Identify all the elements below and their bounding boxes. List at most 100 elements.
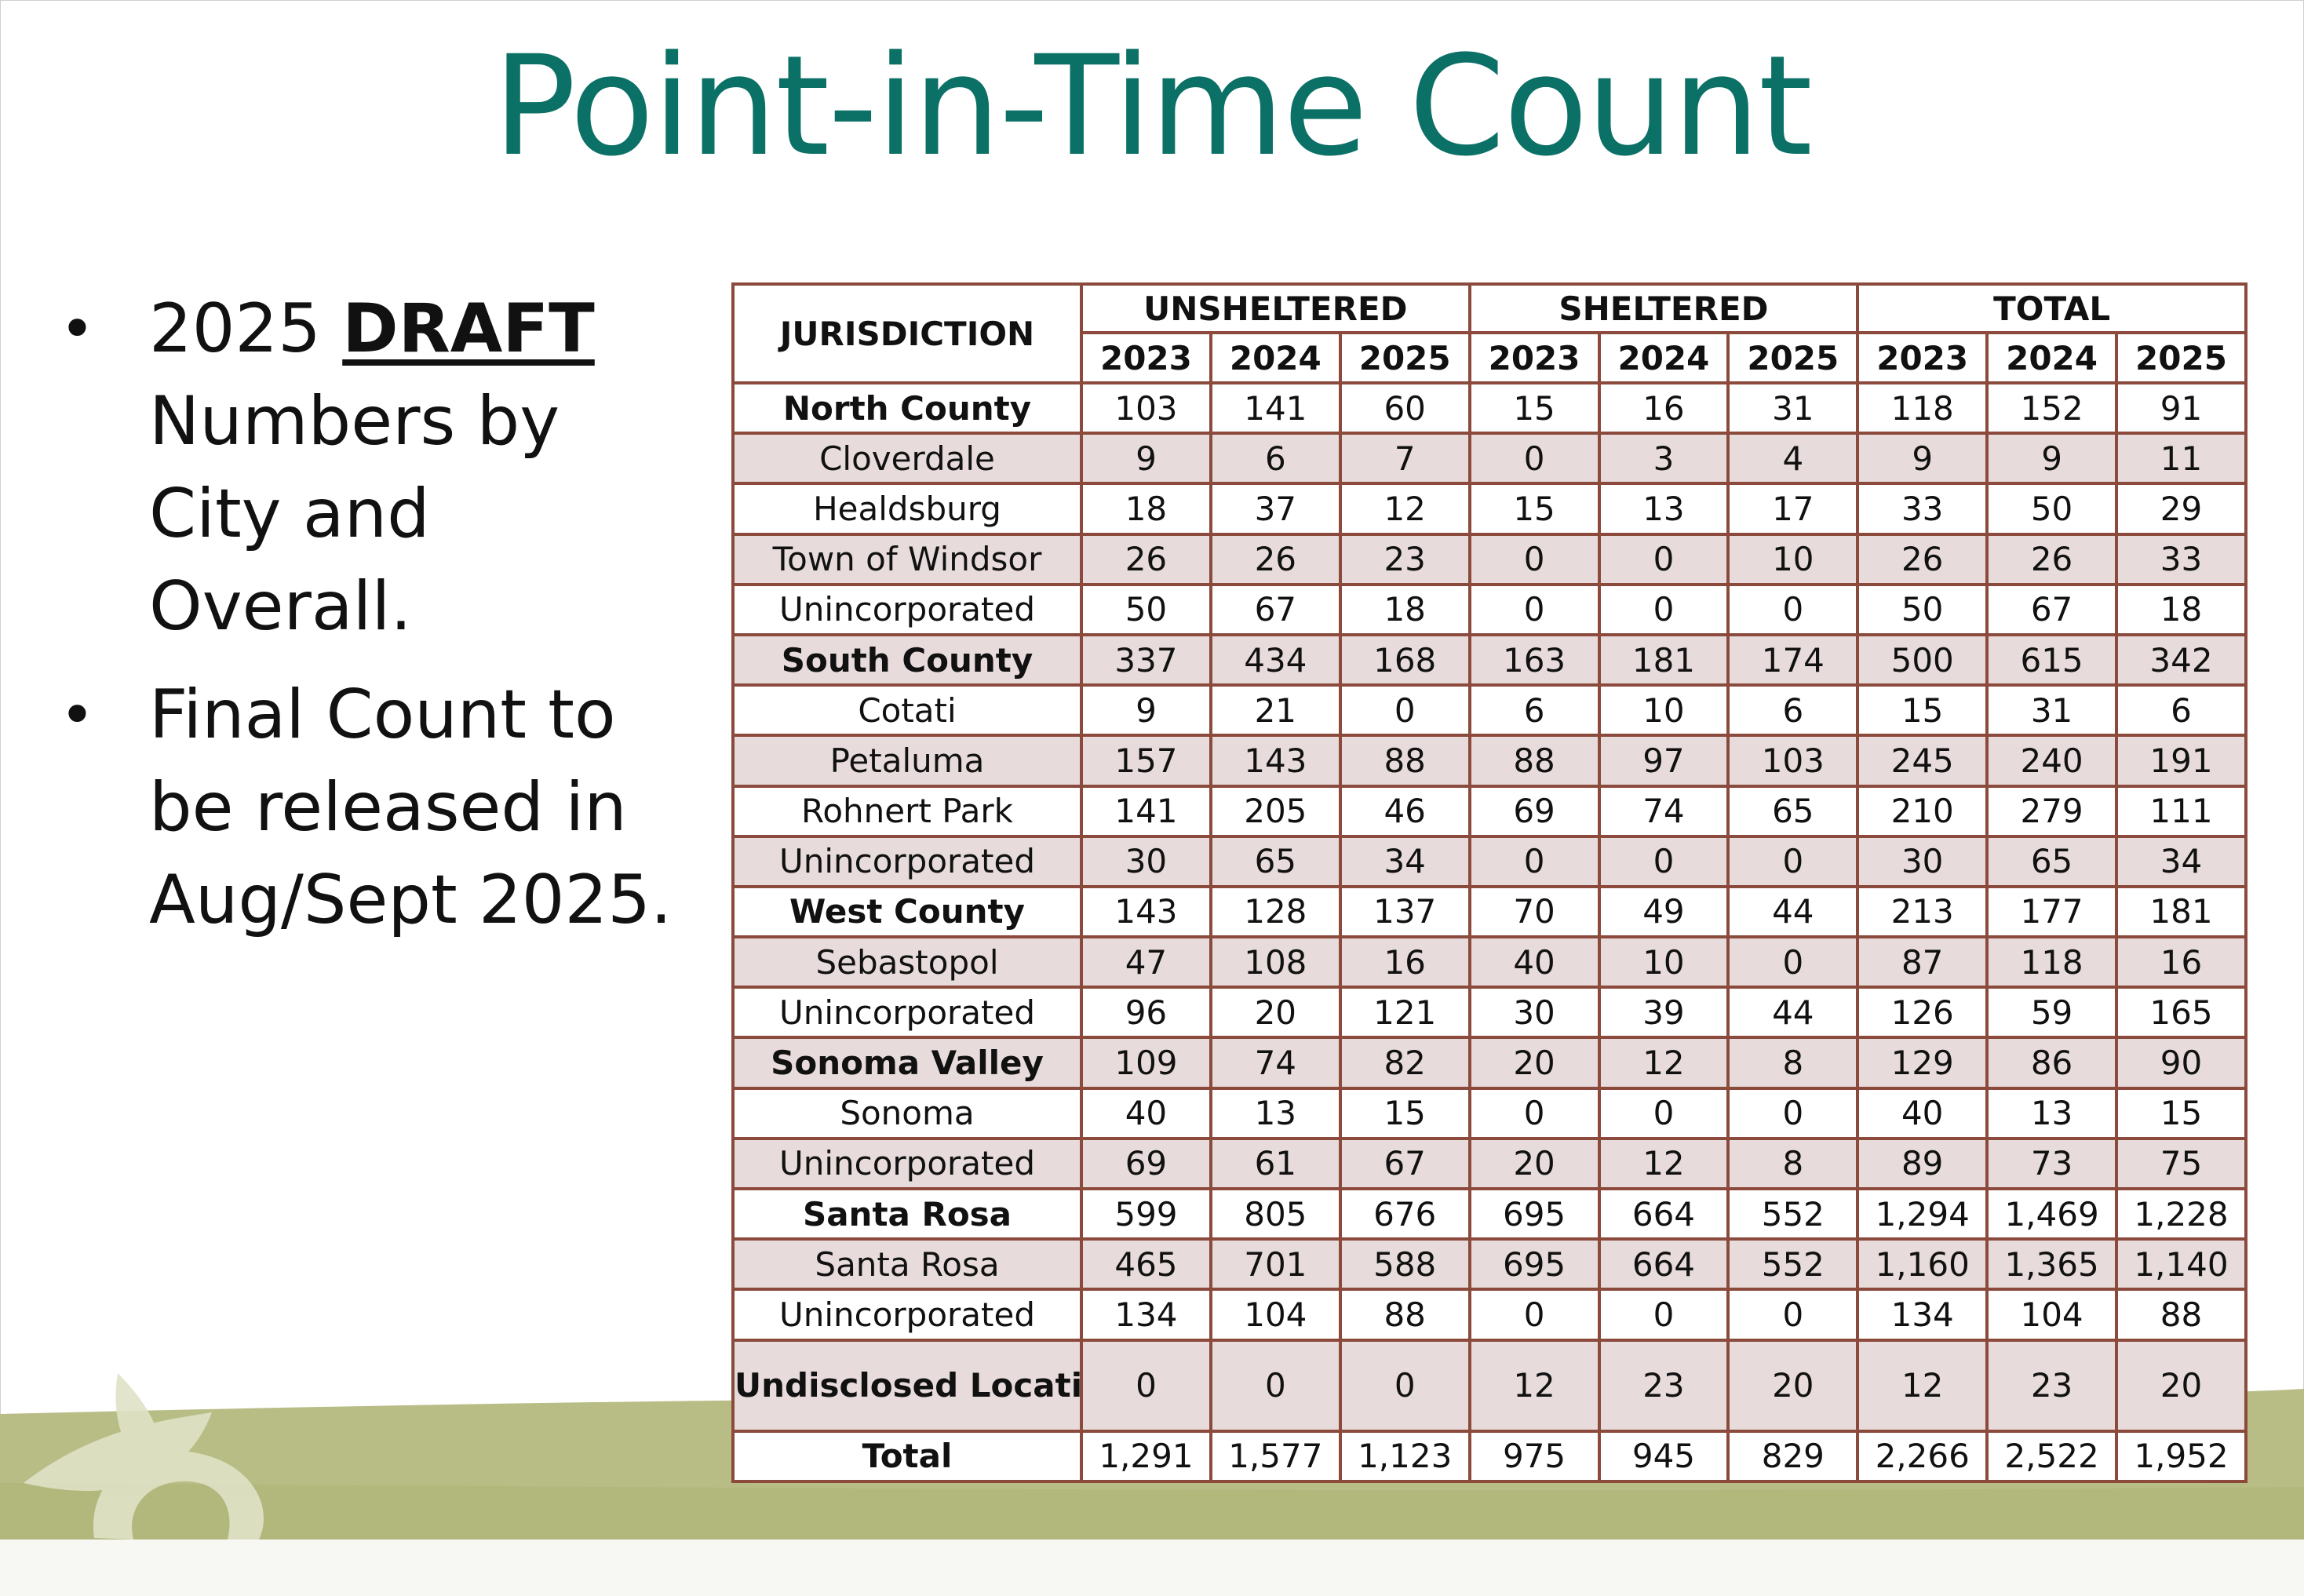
- jurisdiction-name: Unincorporated: [731, 582, 1083, 636]
- count-cell: 143: [1209, 734, 1342, 788]
- count-cell: 31: [1726, 381, 1860, 435]
- count-cell: 50: [1856, 582, 1989, 636]
- count-cell: 20: [1726, 1338, 1860, 1433]
- count-cell: 69: [1467, 784, 1601, 838]
- count-cell: 163: [1467, 632, 1601, 687]
- count-cell: 500: [1856, 632, 1989, 687]
- count-cell: 10: [1597, 935, 1730, 989]
- jurisdiction-name: Unincorporated: [731, 1288, 1083, 1342]
- count-cell: 9: [1985, 432, 2118, 486]
- count-cell: 30: [1856, 834, 1989, 888]
- count-cell: 805: [1209, 1186, 1342, 1241]
- count-cell: 33: [2115, 532, 2247, 586]
- count-cell: 40: [1856, 1086, 1989, 1140]
- count-cell: 0: [1726, 834, 1860, 888]
- count-cell: 3: [1597, 432, 1730, 486]
- count-cell: 20: [1467, 1036, 1601, 1090]
- count-cell: 23: [1338, 532, 1471, 586]
- count-cell: 96: [1080, 986, 1212, 1040]
- count-cell: 88: [1338, 1288, 1471, 1342]
- count-cell: 26: [1209, 532, 1342, 586]
- count-cell: 65: [1726, 784, 1860, 838]
- count-cell: 0: [1726, 935, 1860, 989]
- count-cell: 1,291: [1080, 1429, 1212, 1484]
- count-cell: 240: [1985, 734, 2118, 788]
- count-cell: 118: [1856, 381, 1989, 435]
- count-cell: 23: [1985, 1338, 2118, 1433]
- count-cell: 67: [1985, 582, 2118, 636]
- count-cell: 1,469: [1985, 1186, 2118, 1241]
- count-cell: 1,140: [2115, 1237, 2247, 1292]
- count-cell: 1,365: [1985, 1237, 2118, 1292]
- count-cell: 121: [1338, 986, 1471, 1040]
- count-cell: 177: [1985, 884, 2118, 939]
- count-cell: 213: [1856, 884, 1989, 939]
- year-header: 2024: [1597, 331, 1730, 384]
- count-cell: 664: [1597, 1186, 1730, 1241]
- count-cell: 1,952: [2115, 1429, 2247, 1484]
- count-cell: 12: [1467, 1338, 1601, 1433]
- count-cell: 30: [1080, 834, 1212, 888]
- count-cell: 128: [1209, 884, 1342, 939]
- jurisdiction-name: Santa Rosa: [731, 1186, 1083, 1241]
- count-cell: 8: [1726, 1136, 1860, 1191]
- count-cell: 70: [1467, 884, 1601, 939]
- bullet-text: Final Count to be released in Aug/Sept 2…: [149, 676, 673, 939]
- table-row: Healdsburg 18 37 12 15 13 17 33 50 29: [731, 482, 2247, 536]
- count-cell: 1,160: [1856, 1237, 1989, 1292]
- count-cell: 10: [1726, 532, 1860, 586]
- jurisdiction-name: Undisclosed Location: [731, 1338, 1083, 1433]
- bullet-item: • Final Count to be released in Aug/Sept…: [55, 669, 706, 946]
- jurisdiction-name: Sonoma Valley: [731, 1036, 1083, 1090]
- count-cell: 88: [2115, 1288, 2247, 1342]
- jurisdiction-name: Sebastopol: [731, 935, 1083, 989]
- table-row: Unincorporated 96 20 121 30 39 44 126 59 165: [731, 986, 2247, 1040]
- count-cell: 174: [1726, 632, 1860, 687]
- count-cell: 0: [1726, 1288, 1860, 1342]
- year-header: 2025: [1338, 331, 1471, 384]
- count-cell: 49: [1597, 884, 1730, 939]
- count-cell: 88: [1467, 734, 1601, 788]
- jurisdiction-header: JURISDICTION: [731, 282, 1083, 384]
- jurisdiction-name: Healdsburg: [731, 482, 1083, 536]
- table-row: Petaluma 157 143 88 88 97 103 245 240 191: [731, 734, 2247, 788]
- count-cell: 59: [1985, 986, 2118, 1040]
- count-cell: 9: [1856, 432, 1989, 486]
- count-cell: 676: [1338, 1186, 1471, 1241]
- count-cell: 16: [1338, 935, 1471, 989]
- table-row: Unincorporated 134 104 88 0 0 0 134 104 88: [731, 1288, 2247, 1342]
- count-cell: 12: [1856, 1338, 1989, 1433]
- count-cell: 44: [1726, 986, 1860, 1040]
- bullet-text-prefix: 2025: [149, 290, 343, 368]
- jurisdiction-name: Town of Windsor: [731, 532, 1083, 586]
- year-header: 2024: [1209, 331, 1342, 384]
- table-row: Unincorporated 69 61 67 20 12 8 89 73 75: [731, 1136, 2247, 1191]
- table-row: Santa Rosa 599 805 676 695 664 552 1,294 1,469 1,…: [731, 1186, 2247, 1241]
- count-cell: 12: [1597, 1136, 1730, 1191]
- count-cell: 0: [1726, 582, 1860, 636]
- count-cell: 9: [1080, 432, 1212, 486]
- count-cell: 191: [2115, 734, 2247, 788]
- bullet-icon: •: [60, 680, 95, 749]
- count-cell: 181: [1597, 632, 1730, 687]
- count-cell: 141: [1209, 381, 1342, 435]
- count-cell: 69: [1080, 1136, 1212, 1191]
- count-cell: 97: [1597, 734, 1730, 788]
- count-cell: 67: [1209, 582, 1342, 636]
- count-cell: 0: [1467, 834, 1601, 888]
- count-cell: 4: [1726, 432, 1860, 486]
- jurisdiction-name: Unincorporated: [731, 986, 1083, 1040]
- bullet-icon: •: [60, 293, 95, 363]
- count-cell: 90: [2115, 1036, 2247, 1090]
- count-cell: 975: [1467, 1429, 1601, 1484]
- count-cell: 40: [1080, 1086, 1212, 1140]
- count-cell: 87: [1856, 935, 1989, 989]
- group-header-sheltered: SHELTERED: [1467, 282, 1860, 334]
- year-header: 2025: [1726, 331, 1860, 384]
- count-cell: 141: [1080, 784, 1212, 838]
- jurisdiction-name: Santa Rosa: [731, 1237, 1083, 1292]
- count-cell: 82: [1338, 1036, 1471, 1090]
- count-cell: 108: [1209, 935, 1342, 989]
- table-row: Total 1,291 1,577 1,123 975 945 829 2,266 2,522 1…: [731, 1429, 2247, 1484]
- jurisdiction-name: South County: [731, 632, 1083, 687]
